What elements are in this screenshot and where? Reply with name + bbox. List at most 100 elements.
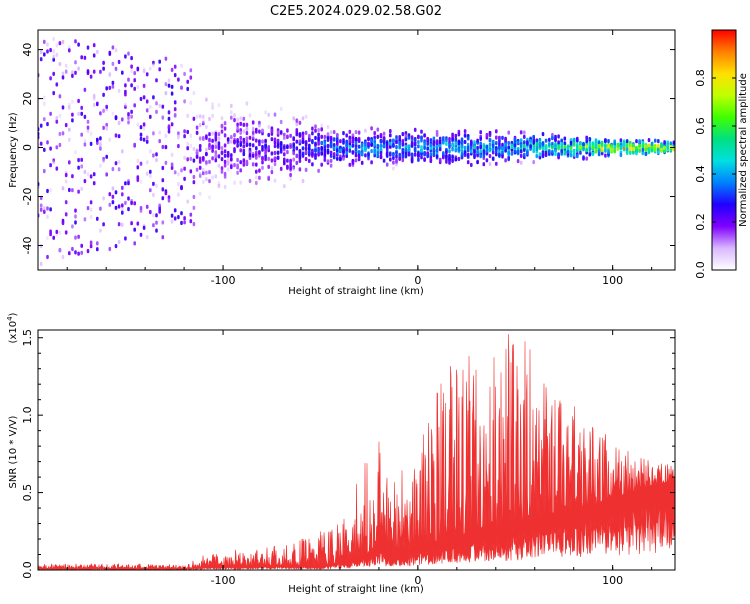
heatmap-cell — [395, 158, 398, 163]
heatmap-cell — [317, 141, 320, 146]
heatmap-cell — [279, 146, 283, 152]
heatmap-cell — [71, 224, 74, 229]
heatmap-cell — [46, 42, 49, 47]
heatmap-cell — [89, 131, 93, 136]
colorbar-tick-label: 0.4 — [694, 165, 707, 183]
heatmap-cell — [92, 43, 96, 48]
heatmap-cell — [127, 112, 130, 117]
heatmap-cell — [158, 209, 161, 214]
heatmap-cell — [108, 192, 112, 197]
heatmap-cell — [510, 143, 514, 148]
heatmap-cell — [348, 135, 352, 140]
heatmap-cell — [279, 166, 283, 171]
heatmap-cell — [192, 194, 196, 200]
heatmap-cell — [46, 214, 49, 219]
heatmap-cell — [136, 67, 140, 72]
heatmap-cell — [329, 142, 333, 148]
heatmap-cell — [155, 213, 158, 218]
heatmap-cell — [39, 123, 43, 128]
heatmap-cell — [398, 135, 401, 140]
heatmap-cell — [451, 154, 454, 159]
heatmap-cell — [457, 156, 461, 162]
heatmap-cell — [233, 139, 236, 144]
heatmap-cell — [413, 146, 417, 151]
heatmap-cell — [532, 160, 535, 165]
heatmap-cell — [136, 158, 140, 164]
heatmap-cell — [164, 133, 168, 138]
heatmap-cell — [594, 149, 598, 154]
heatmap-cell — [198, 144, 202, 149]
heatmap-cell — [569, 153, 573, 158]
heatmap-cell — [55, 82, 59, 87]
heatmap-cell — [58, 230, 62, 235]
heatmap-cell — [114, 48, 118, 53]
heatmap-cell — [588, 137, 592, 142]
heatmap-cell — [189, 75, 193, 80]
heatmap-cell — [657, 143, 660, 148]
heatmap-cell — [457, 141, 461, 146]
heatmap-cell — [239, 160, 242, 165]
heatmap-cell — [230, 153, 233, 158]
heatmap-cell — [610, 147, 613, 152]
heatmap-cell — [111, 194, 115, 199]
heatmap-cell — [516, 140, 520, 145]
heatmap-cell — [588, 143, 592, 148]
heatmap-cell — [404, 133, 408, 138]
heatmap-cell — [320, 140, 323, 145]
heatmap-cell — [86, 128, 90, 133]
heatmap-cell — [96, 137, 99, 142]
heatmap-cell — [83, 87, 87, 92]
heatmap-cell — [121, 222, 124, 227]
heatmap-cell — [398, 152, 401, 157]
heatmap-cell — [80, 111, 83, 116]
heatmap-cell — [130, 64, 133, 69]
heatmap-cell — [357, 157, 361, 162]
heatmap-cell — [385, 141, 389, 146]
heatmap-cell — [261, 139, 264, 144]
heatmap-cell — [398, 156, 401, 161]
heatmap-cell — [357, 130, 361, 135]
heatmap-cell — [460, 143, 464, 149]
heatmap-cell — [105, 104, 108, 109]
heatmap-cell — [236, 157, 239, 163]
heatmap-cell — [379, 147, 383, 152]
colorbar-tick-label: 0.8 — [694, 69, 707, 87]
heatmap-cell — [395, 162, 398, 167]
heatmap-cell — [273, 162, 277, 167]
heatmap-cell — [226, 152, 230, 158]
heatmap-cell — [641, 140, 645, 145]
heatmap-cell — [267, 124, 270, 130]
colorbar: 0.0 0.2 0.4 0.6 0.8 Normalized spectral ampl… — [694, 29, 749, 279]
heatmap-cell — [463, 139, 467, 145]
heatmap-cell — [417, 139, 420, 145]
heatmap-cell — [77, 234, 80, 239]
heatmap-cell — [370, 142, 373, 147]
heatmap-cell — [392, 166, 395, 171]
heatmap-cell — [360, 160, 364, 165]
heatmap-cell — [71, 118, 74, 123]
heatmap-cell — [423, 133, 426, 138]
heatmap-cell — [273, 144, 277, 149]
heatmap-cell — [435, 148, 439, 153]
heatmap-cell — [205, 97, 208, 102]
heatmap-cell — [220, 150, 224, 155]
heatmap-cell — [317, 148, 320, 154]
heatmap-cell — [532, 147, 535, 152]
heatmap-cell — [323, 152, 327, 157]
heatmap-cell — [139, 161, 143, 166]
heatmap-cell — [650, 148, 654, 153]
heatmap-cell — [638, 148, 641, 153]
heatmap-cell — [364, 153, 367, 158]
heatmap-cell — [214, 158, 218, 163]
heatmap-cell — [83, 138, 87, 144]
heatmap-cell — [142, 225, 146, 230]
heatmap-cell — [420, 151, 423, 157]
heatmap-cell — [192, 174, 196, 180]
heatmap-cell — [152, 213, 155, 218]
heatmap-cell — [336, 137, 339, 142]
heatmap-cell — [423, 141, 426, 146]
heatmap-cell — [68, 251, 71, 256]
heatmap-cell — [376, 127, 380, 132]
heatmap-cell — [672, 140, 675, 145]
